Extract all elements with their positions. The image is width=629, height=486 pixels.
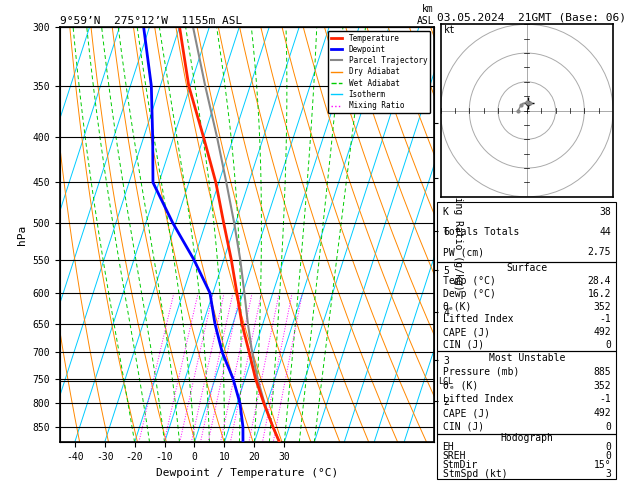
Text: Hodograph: Hodograph xyxy=(500,433,554,443)
Text: 10: 10 xyxy=(226,442,235,448)
Text: Pressure (mb): Pressure (mb) xyxy=(443,367,519,377)
Text: CAPE (J): CAPE (J) xyxy=(443,408,489,418)
Text: Temp (°C): Temp (°C) xyxy=(443,276,496,286)
Text: SREH: SREH xyxy=(443,451,466,461)
Text: 6: 6 xyxy=(206,442,210,448)
Text: PW (cm): PW (cm) xyxy=(443,247,484,257)
Text: 15: 15 xyxy=(245,442,253,448)
Bar xyxy=(437,262,616,351)
Text: 20: 20 xyxy=(258,442,267,448)
Text: 352: 352 xyxy=(593,302,611,312)
Text: 4: 4 xyxy=(189,442,194,448)
Text: -1: -1 xyxy=(599,314,611,325)
X-axis label: Dewpoint / Temperature (°C): Dewpoint / Temperature (°C) xyxy=(156,468,338,478)
Text: 885: 885 xyxy=(593,367,611,377)
Legend: Temperature, Dewpoint, Parcel Trajectory, Dry Adiabat, Wet Adiabat, Isotherm, Mi: Temperature, Dewpoint, Parcel Trajectory… xyxy=(328,31,430,113)
Text: θₑ(K): θₑ(K) xyxy=(443,302,472,312)
Text: 2: 2 xyxy=(162,442,166,448)
Text: 492: 492 xyxy=(593,408,611,418)
Text: 3: 3 xyxy=(177,442,182,448)
Text: 15°: 15° xyxy=(593,460,611,470)
Text: 352: 352 xyxy=(593,381,611,391)
Text: CIN (J): CIN (J) xyxy=(443,340,484,350)
Text: CIN (J): CIN (J) xyxy=(443,422,484,432)
Text: 3: 3 xyxy=(605,469,611,480)
Text: -1: -1 xyxy=(599,395,611,404)
Bar xyxy=(437,202,616,262)
Text: Dewp (°C): Dewp (°C) xyxy=(443,289,496,299)
Text: CAPE (J): CAPE (J) xyxy=(443,327,489,337)
Text: 9°59’N  275°12’W  1155m ASL: 9°59’N 275°12’W 1155m ASL xyxy=(60,16,242,26)
Bar xyxy=(437,434,616,479)
Text: 0: 0 xyxy=(605,422,611,432)
Text: Lifted Index: Lifted Index xyxy=(443,314,513,325)
Text: 28.4: 28.4 xyxy=(587,276,611,286)
Text: Totals Totals: Totals Totals xyxy=(443,227,519,237)
Text: 5: 5 xyxy=(198,442,203,448)
Text: 492: 492 xyxy=(593,327,611,337)
Text: Most Unstable: Most Unstable xyxy=(489,353,565,363)
Text: LCL: LCL xyxy=(438,377,453,386)
Text: 0: 0 xyxy=(605,340,611,350)
Text: StmSpd (kt): StmSpd (kt) xyxy=(443,469,507,480)
Text: StmDir: StmDir xyxy=(443,460,478,470)
Text: EH: EH xyxy=(443,442,454,452)
Text: 2.75: 2.75 xyxy=(587,247,611,257)
Y-axis label: Mixing Ratio (g/kg): Mixing Ratio (g/kg) xyxy=(453,179,463,290)
Text: 38: 38 xyxy=(599,207,611,217)
Text: 44: 44 xyxy=(599,227,611,237)
Text: 8: 8 xyxy=(218,442,223,448)
Text: 25: 25 xyxy=(269,442,277,448)
Y-axis label: hPa: hPa xyxy=(17,225,27,244)
Text: θₑ (K): θₑ (K) xyxy=(443,381,478,391)
Text: Lifted Index: Lifted Index xyxy=(443,395,513,404)
Text: Surface: Surface xyxy=(506,263,547,274)
Text: K: K xyxy=(443,207,448,217)
Text: 1: 1 xyxy=(136,442,141,448)
Text: 0: 0 xyxy=(605,451,611,461)
Text: 16.2: 16.2 xyxy=(587,289,611,299)
Text: 03.05.2024  21GMT (Base: 06): 03.05.2024 21GMT (Base: 06) xyxy=(437,12,626,22)
Bar xyxy=(437,351,616,434)
Text: km
ASL: km ASL xyxy=(416,4,434,26)
Text: kt: kt xyxy=(443,25,455,35)
Text: 0: 0 xyxy=(605,442,611,452)
